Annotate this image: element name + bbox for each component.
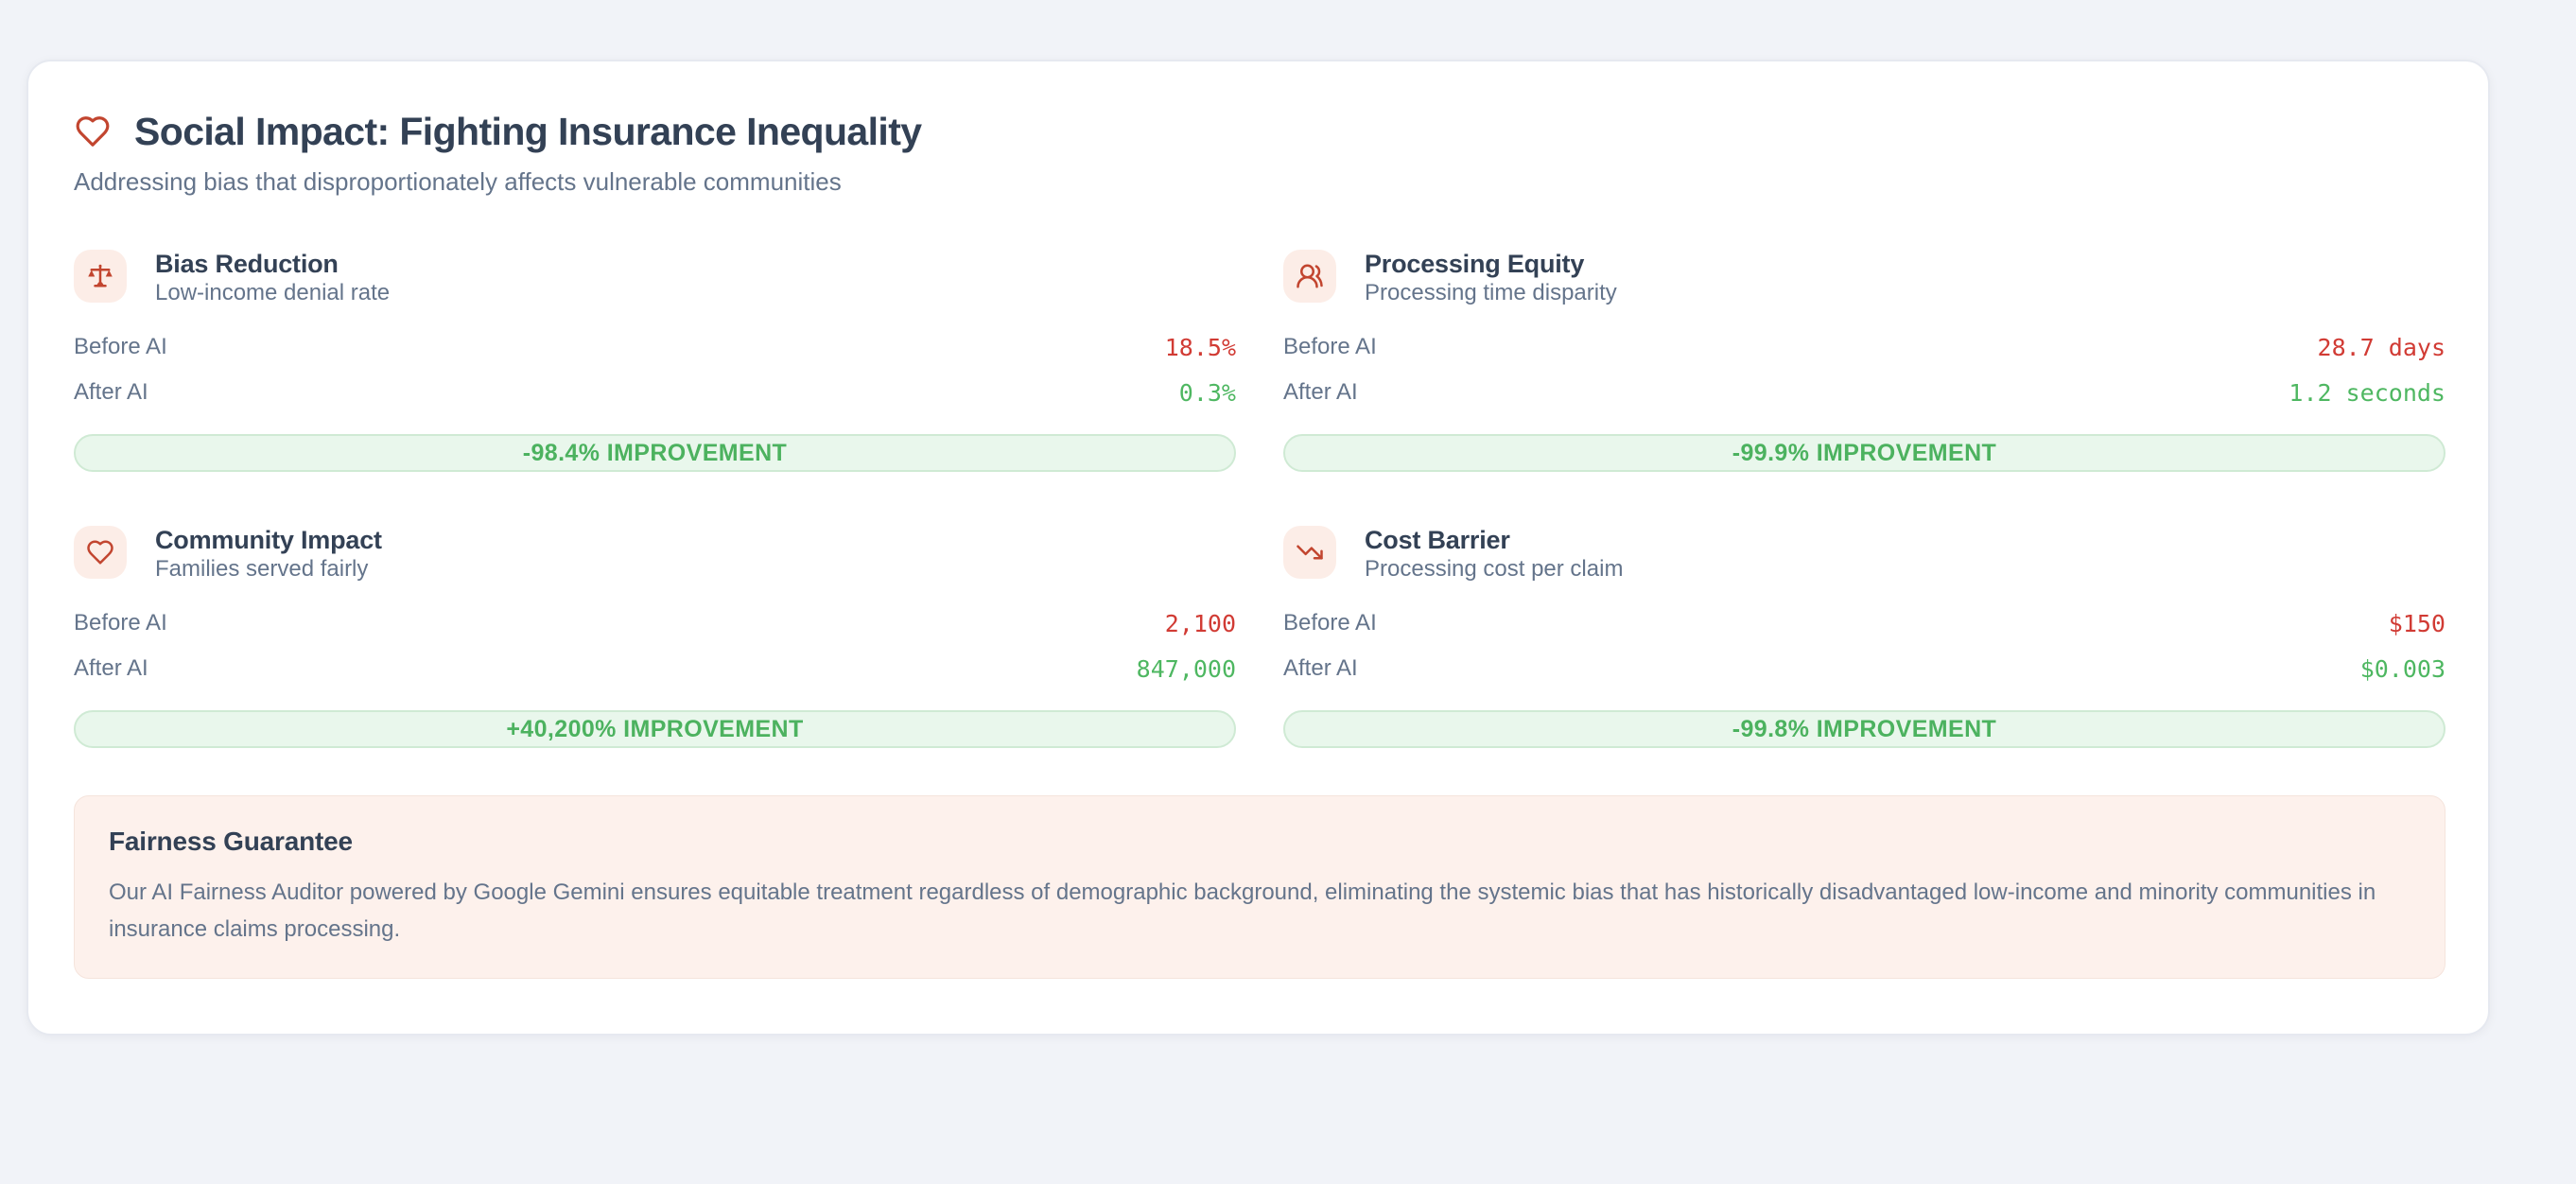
after-row: After AI 847,000: [74, 654, 1236, 683]
panel-header: Social Impact: Fighting Insurance Inequa…: [74, 105, 2442, 158]
before-value: 28.7 days: [2317, 333, 2445, 361]
metric-subtitle: Families served fairly: [155, 556, 369, 582]
metric-card-processing-equity: Processing Equity Processing time dispar…: [1283, 250, 2445, 472]
page-title: Social Impact: Fighting Insurance Inequa…: [134, 109, 922, 153]
metric-card-community-impact: Community Impact Families served fairly …: [74, 526, 1236, 748]
metric-title: Cost Barrier: [1365, 526, 1510, 554]
after-row: After AI $0.003: [1283, 654, 2445, 683]
fairness-body: Our AI Fairness Auditor powered by Googl…: [109, 879, 2376, 942]
improvement-badge: -99.8% IMPROVEMENT: [1283, 710, 2445, 748]
metric-head: Bias Reduction Low-income denial rate: [74, 250, 1236, 305]
after-value: 847,000: [1136, 654, 1236, 683]
before-row: Before AI 2,100: [74, 609, 1236, 637]
social-impact-panel: Social Impact: Fighting Insurance Inequa…: [26, 60, 2490, 1036]
scale-icon: [74, 250, 127, 303]
improvement-badge: -98.4% IMPROVEMENT: [74, 434, 1236, 472]
after-value: $0.003: [2359, 654, 2445, 683]
metric-subtitle: Processing cost per claim: [1365, 556, 1624, 582]
after-label: After AI: [74, 379, 148, 405]
heart-icon: [74, 526, 127, 579]
before-value: 2,100: [1164, 609, 1236, 637]
before-row: Before AI 28.7 days: [1283, 333, 2445, 361]
improvement-badge: -99.9% IMPROVEMENT: [1283, 434, 2445, 472]
metric-card-bias-reduction: Bias Reduction Low-income denial rate Be…: [74, 250, 1236, 472]
fairness-title: Fairness Guarantee: [109, 827, 353, 856]
metric-head: Processing Equity Processing time dispar…: [1283, 250, 2445, 305]
before-label: Before AI: [1283, 334, 1377, 359]
after-label: After AI: [1283, 379, 1358, 405]
metric-head: Community Impact Families served fairly: [74, 526, 1236, 582]
metric-title: Processing Equity: [1365, 250, 1585, 278]
fairness-guarantee-box: Fairness Guarantee Our AI Fairness Audit…: [74, 795, 2445, 979]
before-row: Before AI 18.5%: [74, 333, 1236, 361]
metric-title: Community Impact: [155, 526, 382, 554]
metric-subtitle: Processing time disparity: [1365, 280, 1617, 305]
after-row: After AI 1.2 seconds: [1283, 378, 2445, 407]
metrics-grid: Bias Reduction Low-income denial rate Be…: [74, 250, 2445, 748]
before-label: Before AI: [74, 334, 167, 359]
metric-subtitle: Low-income denial rate: [155, 280, 391, 305]
before-value: 18.5%: [1164, 333, 1236, 361]
before-row: Before AI $150: [1283, 609, 2445, 637]
after-value: 1.2 seconds: [2289, 378, 2445, 407]
trending-down-icon: [1283, 526, 1336, 579]
after-label: After AI: [74, 655, 148, 681]
before-value: $150: [2388, 609, 2445, 637]
after-label: After AI: [1283, 655, 1358, 681]
after-row: After AI 0.3%: [74, 378, 1236, 407]
before-label: Before AI: [74, 610, 167, 636]
page-subtitle: Addressing bias that disproportionately …: [74, 167, 842, 196]
metric-card-cost-barrier: Cost Barrier Processing cost per claim B…: [1283, 526, 2445, 748]
before-label: Before AI: [1283, 610, 1377, 636]
heart-icon: [74, 113, 112, 150]
metric-title: Bias Reduction: [155, 250, 339, 278]
improvement-badge: +40,200% IMPROVEMENT: [74, 710, 1236, 748]
users-icon: [1283, 250, 1336, 303]
metric-head: Cost Barrier Processing cost per claim: [1283, 526, 2445, 582]
after-value: 0.3%: [1178, 378, 1236, 407]
